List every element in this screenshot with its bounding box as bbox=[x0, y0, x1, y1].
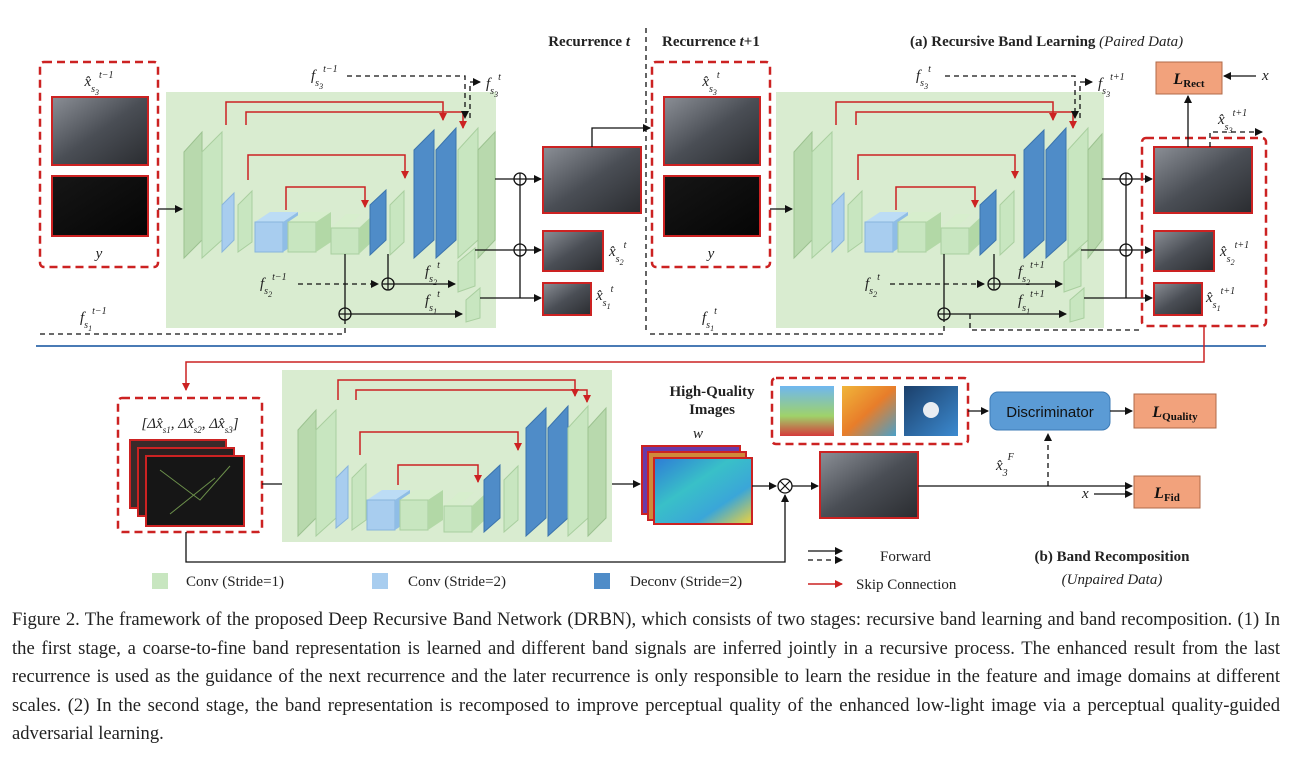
panel-b-subtitle: (Unpaired Data) bbox=[1062, 572, 1163, 588]
f-s3-t-label: fs3t bbox=[486, 72, 501, 99]
figure-caption: Figure 2. The framework of the proposed … bbox=[12, 609, 1280, 745]
skip-connection-3 bbox=[247, 154, 409, 180]
guide-image-t1 bbox=[663, 96, 761, 166]
legend-conv2-label: Conv (Stride=2) bbox=[408, 574, 506, 590]
svg-text:x̂s2t+1: x̂s2t+1 bbox=[1219, 240, 1249, 267]
legend-deconv-swatch bbox=[594, 573, 610, 589]
recurrence-t1-label: Recurrence t+1 bbox=[662, 34, 760, 50]
svg-text:x̂3F: x̂3F bbox=[995, 452, 1015, 479]
output-image-s2-t bbox=[542, 230, 604, 272]
skip-connection-4 bbox=[285, 186, 369, 210]
encoder-blocks-t1 bbox=[793, 130, 941, 260]
f-s1-tm1-label: fs1t−1 bbox=[80, 306, 107, 333]
lowlight-image-t1 bbox=[663, 175, 761, 237]
svg-text:fs3t+1: fs3t+1 bbox=[1098, 72, 1125, 99]
svg-text:y: y bbox=[706, 246, 715, 262]
decoder-blocks-t1 bbox=[940, 126, 1103, 323]
lowlight-image-t bbox=[51, 175, 149, 237]
f-s3-tm1-label: fs3t−1 bbox=[311, 64, 338, 91]
legend-deconv-label: Deconv (Stride=2) bbox=[630, 574, 742, 590]
loss-fid-box bbox=[1133, 475, 1201, 509]
svg-text:x̂s3t: x̂s3t bbox=[701, 70, 720, 97]
skip-connection-1 bbox=[225, 101, 447, 125]
svg-text:fs1t: fs1t bbox=[702, 306, 717, 333]
svg-text:x: x bbox=[1081, 486, 1089, 502]
svg-text:x̂s2t: x̂s2t bbox=[608, 240, 627, 267]
drbn-framework-diagram: x̂s3t−1 y bbox=[36, 28, 1269, 593]
legend-conv1-swatch bbox=[152, 573, 168, 589]
loss-rect-box bbox=[1155, 61, 1223, 95]
f-s1-t-label: fs1t bbox=[425, 289, 440, 316]
input-box-t1 bbox=[650, 60, 772, 269]
output-image-s1-t1 bbox=[1153, 282, 1203, 316]
legend-forward-label: Forward bbox=[880, 549, 931, 565]
recurrence-t-block: x̂s3t−1 y bbox=[38, 60, 651, 335]
encoder-blocks-t bbox=[183, 130, 331, 260]
hq-image-autumn bbox=[842, 386, 896, 436]
hq-image-flowers bbox=[780, 386, 834, 436]
output-image-s3-t1 bbox=[1153, 146, 1253, 214]
band-input-box bbox=[116, 396, 264, 534]
skip-connection-2 bbox=[245, 111, 467, 129]
input-xhat-label-t: x̂s3t−1 bbox=[83, 70, 113, 97]
loss-quality-box bbox=[1133, 393, 1217, 429]
guide-image-t bbox=[51, 96, 149, 166]
weight-map-image bbox=[653, 457, 753, 525]
recurrence-t1-block: x̂s3t y bbox=[650, 60, 1269, 335]
svg-text:fs3t: fs3t bbox=[916, 64, 931, 91]
input-y-label-t: y bbox=[94, 246, 103, 262]
decoder-blocks-t bbox=[330, 126, 496, 323]
panel-a-title: (a) Recursive Band Learning (Paired Data… bbox=[910, 34, 1183, 50]
hq-images-label-1: High-Quality bbox=[669, 384, 755, 400]
svg-text:x̂s1t+1: x̂s1t+1 bbox=[1205, 286, 1235, 313]
svg-text:x̂s1t: x̂s1t bbox=[595, 284, 614, 311]
weight-w-label: w bbox=[693, 426, 703, 442]
final-output-image bbox=[819, 451, 919, 519]
band-delta-label: [Δx̂s1, Δx̂s2, Δx̂s3] bbox=[141, 416, 238, 435]
discriminator-label: Discriminator bbox=[1006, 404, 1094, 421]
svg-text:x̂s3t+1: x̂s3t+1 bbox=[1217, 108, 1247, 135]
f-s2-t-label: fs2t bbox=[425, 260, 440, 287]
hq-images-label-2: Images bbox=[689, 402, 735, 418]
recompose-blocks bbox=[297, 404, 607, 538]
input-box-t bbox=[38, 60, 160, 269]
svg-text:fs2t: fs2t bbox=[865, 272, 880, 299]
band-residue-image bbox=[145, 455, 245, 527]
panel-b-title: (b) Band Recomposition bbox=[1034, 549, 1190, 565]
svg-text:x: x bbox=[1261, 68, 1269, 84]
legend-conv1-label: Conv (Stride=1) bbox=[186, 574, 284, 590]
legend: Conv (Stride=1) Conv (Stride=2) Deconv (… bbox=[152, 547, 957, 593]
output-image-s3-t bbox=[542, 146, 642, 214]
band-recomposition-block: [Δx̂s1, Δx̂s2, Δx̂s3] bbox=[116, 370, 1217, 563]
output-image-s1-t bbox=[542, 282, 592, 316]
legend-conv2-swatch bbox=[372, 573, 388, 589]
output-image-s2-t1 bbox=[1153, 230, 1215, 272]
legend-skip-label: Skip Connection bbox=[856, 577, 957, 593]
recurrence-t-label: Recurrence t bbox=[548, 34, 631, 50]
